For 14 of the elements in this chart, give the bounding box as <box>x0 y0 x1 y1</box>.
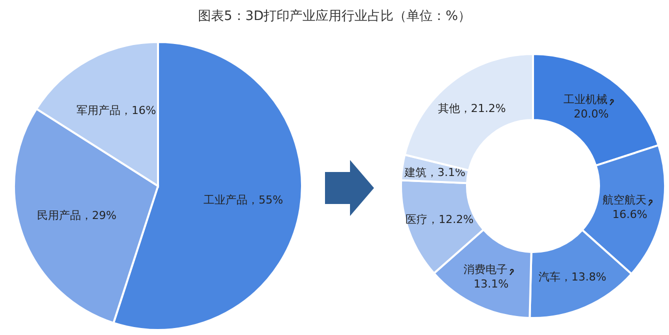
slice-label: 工业机械 <box>564 93 608 106</box>
slice-label: 军用产品，16% <box>76 104 156 118</box>
slice-label: 其他，21.2% <box>438 102 506 116</box>
slice-label: 医疗，12.2% <box>406 212 474 226</box>
data-label: 20.0% <box>574 107 609 120</box>
data-label: 13.1% <box>474 277 509 290</box>
data-label: 16.6% <box>612 208 648 221</box>
slice-label: 民用产品，29% <box>36 209 116 222</box>
slice-label: 建筑，3.1% <box>404 166 466 179</box>
slice-label: 汽车，13.8% <box>538 270 606 284</box>
text: 图表5：3D打印产业应用行业占比（单位：%） <box>198 8 471 24</box>
slice-label: 航空航天 <box>602 194 646 207</box>
slice-label: 工业产品，55% <box>204 193 284 206</box>
slice-label: 消费电子 <box>464 262 508 276</box>
